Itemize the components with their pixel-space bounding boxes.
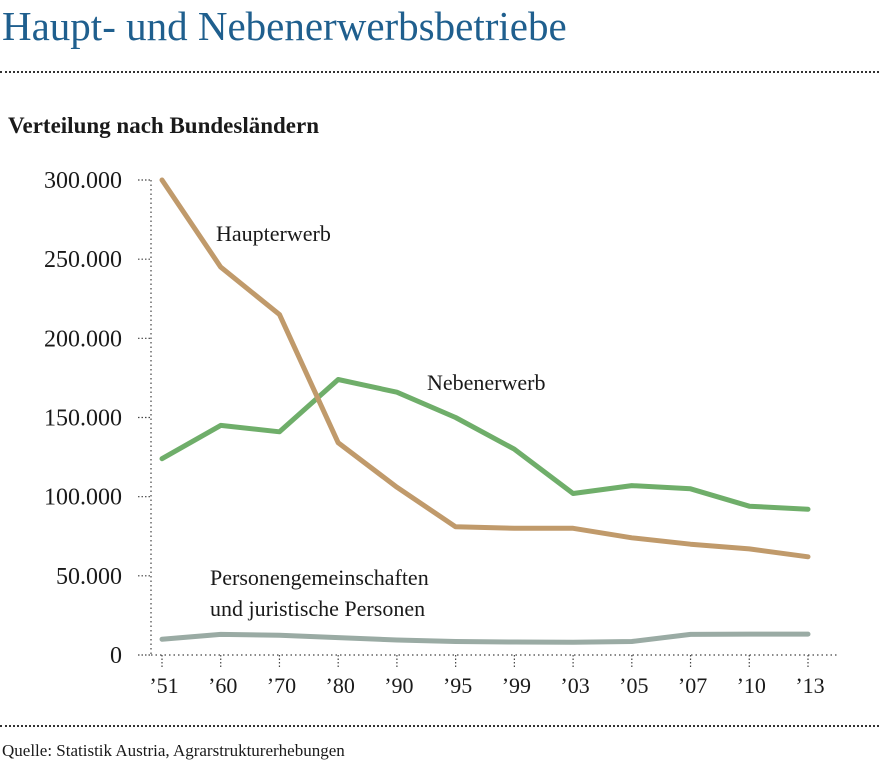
series-line-personengemeinschaften: [159, 631, 811, 645]
series-line-haupterwerb: [159, 177, 811, 560]
series-label-haupterwerb: Haupterwerb: [216, 221, 331, 246]
x-tick-label: ’05: [619, 673, 648, 698]
source-note: Quelle: Statistik Austria, Agrarstruktur…: [2, 741, 345, 760]
page-title: Haupt- und Nebenerwerbsbetriebe: [2, 3, 567, 49]
y-tick-label: 0: [110, 643, 122, 669]
x-tick-label: ’90: [384, 673, 413, 698]
y-tick-label: 50.000: [56, 564, 122, 590]
y-tick-label: 250.000: [44, 247, 122, 273]
y-tick-label: 100.000: [44, 485, 122, 511]
series-labels: Haupterwerb Nebenerwerb Personengemeinscha…: [210, 221, 546, 621]
y-tick-label: 150.000: [44, 406, 122, 432]
chart-subtitle: Verteilung nach Bundesländern: [8, 113, 319, 138]
x-tick-label: ’99: [502, 673, 531, 698]
x-tick-label: ’51: [149, 673, 178, 698]
y-tick-label: 200.000: [44, 326, 122, 352]
series-lines: [159, 177, 811, 645]
top-divider: [0, 71, 879, 73]
series-line-nebenerwerb: [159, 377, 811, 512]
x-tick-label: ’70: [267, 673, 296, 698]
x-tick-label: ’60: [208, 673, 237, 698]
series-label-personengemeinschaften: Personengemeinschaften: [210, 565, 429, 590]
series-label-nebenerwerb: Nebenerwerb: [427, 370, 546, 395]
x-tick-label: ’95: [443, 673, 472, 698]
x-tick-label: ’07: [678, 673, 707, 698]
x-tick-label: ’80: [326, 673, 355, 698]
x-tick-label: ’13: [795, 673, 824, 698]
x-tick-label: ’03: [560, 673, 589, 698]
axes: 0 50.000 100.000 150.000 200.000 250.000 300.0…: [44, 168, 838, 698]
series-label-personengemeinschaften: und juristische Personen: [210, 596, 425, 621]
bottom-divider: [0, 725, 879, 727]
x-tick-label: ’10: [737, 673, 766, 698]
y-tick-label: 300.000: [44, 168, 122, 194]
